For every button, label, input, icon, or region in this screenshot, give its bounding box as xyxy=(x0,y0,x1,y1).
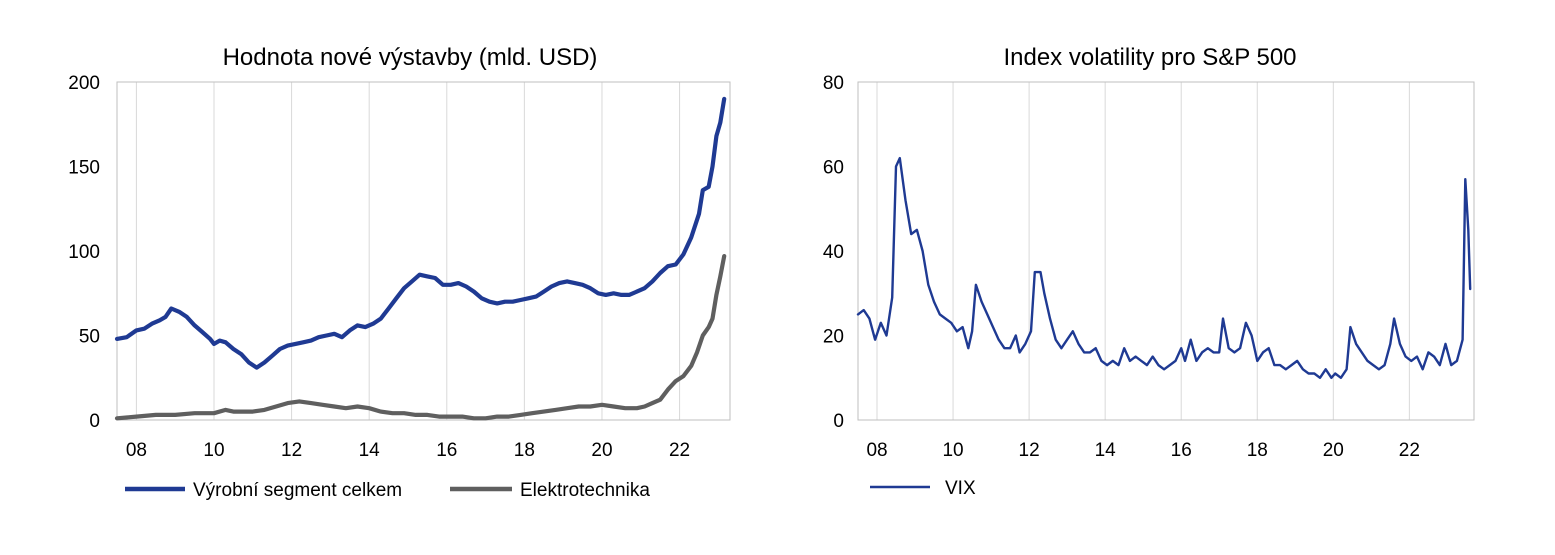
series-line-2 xyxy=(114,254,727,421)
chart-2: Index volatility pro S&P 500 0 20 40 60 80 08 1… xyxy=(823,44,1475,499)
series-line-1 xyxy=(114,96,727,370)
x-tick-label: 10 xyxy=(942,440,963,461)
x-tick-label: 22 xyxy=(1399,440,1420,461)
y-tick-label: 80 xyxy=(823,73,844,94)
x-tick-label: 10 xyxy=(203,440,224,461)
legend-label: Výrobní segment celkem xyxy=(193,480,402,501)
x-tick-label: 20 xyxy=(1323,440,1344,461)
chart-1: Hodnota nové výstavby (mld. USD) 0 50 100 15… xyxy=(68,44,731,501)
chart-title: Index volatility pro S&P 500 xyxy=(1003,44,1296,71)
y-tick-label: 150 xyxy=(68,158,100,179)
plot-area xyxy=(116,81,731,421)
x-tick-label: 12 xyxy=(281,440,302,461)
y-tick-label: 20 xyxy=(823,327,844,348)
x-tick-label: 14 xyxy=(1095,440,1117,461)
y-tick-label: 40 xyxy=(823,242,844,263)
y-tick-label: 0 xyxy=(89,411,100,432)
legend-label: Elektrotechnika xyxy=(520,480,650,501)
y-tick-label: 60 xyxy=(823,158,844,179)
y-tick-label: 200 xyxy=(68,73,100,94)
chart-title: Hodnota nové výstavby (mld. USD) xyxy=(223,44,598,71)
x-tick-label: 14 xyxy=(359,440,381,461)
legend-label: VIX xyxy=(945,478,976,499)
x-tick-label: 18 xyxy=(1247,440,1268,461)
y-tick-label: 100 xyxy=(68,242,100,263)
x-tick-label: 08 xyxy=(866,440,887,461)
y-tick-label: 50 xyxy=(79,327,100,348)
x-tick-label: 22 xyxy=(669,440,690,461)
plot-area xyxy=(857,81,1475,421)
x-tick-label: 16 xyxy=(1171,440,1192,461)
x-tick-label: 20 xyxy=(591,440,612,461)
x-tick-label: 16 xyxy=(436,440,457,461)
x-tick-label: 12 xyxy=(1019,440,1040,461)
x-tick-label: 18 xyxy=(514,440,535,461)
y-tick-label: 0 xyxy=(833,411,844,432)
series-line-1 xyxy=(856,156,1472,379)
x-tick-label: 08 xyxy=(126,440,147,461)
